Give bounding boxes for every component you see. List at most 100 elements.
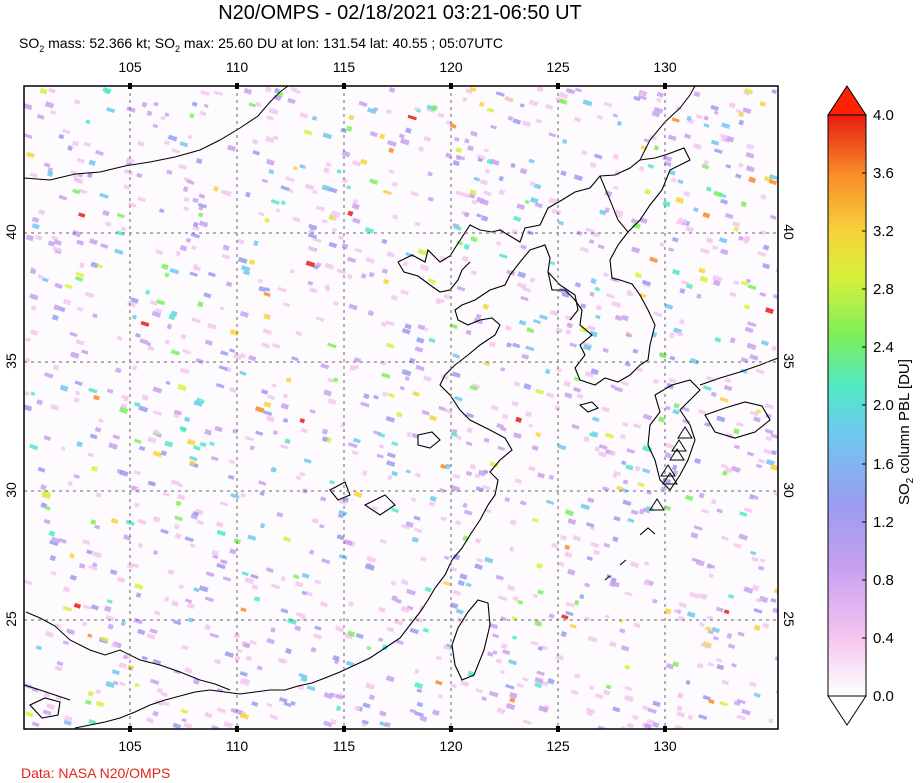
so2-pixel — [198, 193, 206, 199]
so2-pixel — [312, 237, 322, 243]
so2-pixel — [102, 87, 112, 94]
so2-pixel — [239, 679, 250, 686]
colorbar-tick: 0.0 — [873, 688, 894, 705]
so2-pixel — [91, 465, 99, 472]
so2-pixel — [624, 591, 633, 597]
so2-pixel — [53, 304, 61, 311]
so2-pixel — [664, 303, 674, 310]
so2-pixel — [62, 298, 72, 306]
so2-pixel — [89, 433, 98, 440]
so2-pixel — [634, 465, 641, 472]
so2-pixel — [511, 400, 519, 407]
colorbar-gradient — [827, 114, 867, 697]
so2-pixel — [490, 124, 498, 130]
so2-pixel — [757, 458, 766, 464]
so2-pixel — [683, 133, 692, 140]
so2-pixel — [529, 277, 536, 283]
so2-pixel — [183, 206, 190, 212]
so2-pixel — [590, 368, 599, 376]
so2-pixel — [773, 588, 778, 595]
so2-pixel — [465, 441, 473, 447]
so2-pixel — [663, 160, 672, 167]
so2-pixel — [603, 542, 611, 548]
so2-pixel — [700, 508, 710, 514]
so2-pixel — [737, 631, 745, 637]
so2-pixel — [438, 405, 446, 412]
so2-pixel — [240, 492, 246, 498]
so2-pixel — [373, 394, 379, 400]
so2-pixel — [652, 721, 660, 728]
so2-pixel — [146, 110, 153, 117]
so2-pixel — [496, 707, 506, 715]
so2-pixel — [771, 345, 777, 352]
so2-pixel — [360, 273, 367, 279]
so2-pixel — [516, 203, 525, 210]
so2-pixel — [401, 369, 412, 377]
so2-pixel — [668, 247, 675, 252]
so2-pixel — [51, 314, 59, 321]
so2-pixel — [549, 261, 556, 266]
so2-pixel — [737, 162, 744, 168]
so2-pixel — [613, 185, 619, 191]
so2-pixel — [266, 702, 273, 708]
so2-pixel — [407, 114, 417, 121]
so2-pixel — [321, 436, 328, 442]
so2-pixel — [229, 548, 237, 555]
so2-pixel — [755, 408, 762, 414]
so2-pixel — [557, 561, 565, 567]
so2-pixel — [75, 339, 85, 346]
so2-pixel — [724, 212, 734, 220]
so2-pixel — [118, 662, 127, 669]
so2-pixel — [423, 135, 432, 143]
so2-pixel-layer — [24, 86, 778, 729]
so2-pixel — [343, 539, 353, 547]
so2-pixel — [626, 448, 636, 454]
so2-pixel — [574, 282, 582, 288]
so2-pixel — [47, 170, 54, 177]
so2-pixel — [345, 660, 355, 667]
so2-pixel — [386, 251, 395, 258]
so2-pixel — [432, 709, 440, 716]
so2-pixel — [73, 602, 82, 609]
so2-pixel — [735, 173, 742, 179]
so2-pixel — [471, 383, 481, 389]
so2-pixel — [399, 386, 405, 391]
so2-pixel — [135, 592, 142, 598]
so2-pixel — [215, 521, 224, 528]
so2-pixel — [299, 112, 309, 119]
colorbar-tick: 1.6 — [873, 456, 894, 473]
so2-pixel — [416, 701, 424, 708]
so2-pixel — [237, 256, 248, 264]
so2-pixel — [360, 158, 368, 166]
so2-pixel — [770, 449, 777, 456]
so2-pixel — [417, 324, 426, 331]
so2-pixel — [103, 605, 112, 613]
so2-pixel — [576, 393, 584, 400]
so2-pixel — [560, 170, 567, 177]
so2-pixel — [535, 431, 542, 438]
so2-pixel — [239, 712, 250, 720]
so2-pixel — [630, 509, 639, 516]
colorbar-tick: 2.0 — [873, 397, 894, 414]
so2-pixel — [94, 426, 102, 433]
so2-pixel — [216, 529, 227, 537]
so2-pixel — [475, 688, 483, 694]
so2-pixel — [262, 328, 273, 335]
so2-pixel — [78, 188, 88, 195]
so2-pixel — [367, 107, 377, 115]
so2-pixel — [52, 246, 62, 253]
so2-pixel — [424, 586, 432, 593]
so2-pixel — [50, 403, 59, 411]
so2-pixel — [254, 406, 265, 414]
so2-pixel — [210, 456, 219, 462]
so2-pixel — [443, 580, 452, 587]
so2-pixel — [509, 519, 517, 526]
so2-pixel — [770, 598, 777, 603]
so2-pixel — [244, 435, 254, 442]
so2-pixel — [171, 600, 179, 607]
so2-pixel — [513, 380, 521, 387]
so2-pixel — [352, 217, 361, 224]
so2-pixel — [92, 313, 98, 319]
so2-pixel — [399, 138, 410, 146]
so2-pixel — [59, 384, 69, 392]
